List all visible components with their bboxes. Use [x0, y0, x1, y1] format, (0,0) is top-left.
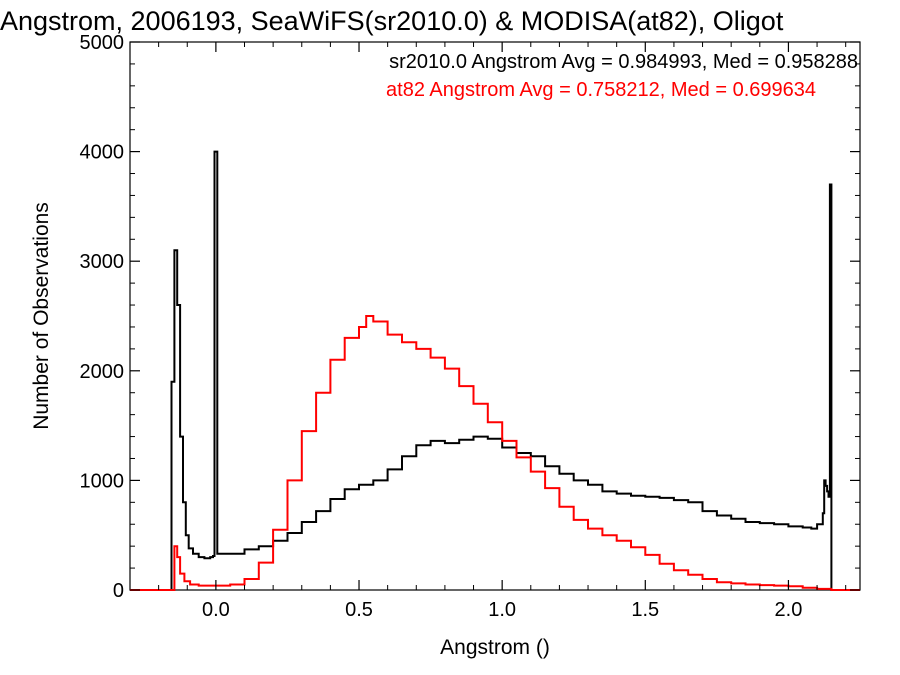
y-axis-label: Number of Observations: [30, 202, 53, 430]
y-tick-label: 3000: [80, 251, 125, 273]
x-tick-label: 0.5: [345, 599, 373, 621]
series-line-0: [130, 150, 860, 591]
y-tick-label: 0: [113, 580, 124, 602]
x-tick-label: 1.5: [631, 599, 659, 621]
y-axis-ticks: 0 1000 2000 3000 4000 5000: [80, 32, 860, 602]
x-tick-label: 1.0: [488, 599, 516, 621]
x-axis-ticks: 0.0 0.5 1.0 1.5 2.0: [158, 42, 847, 621]
legend-entry-at82: at82 Angstrom Avg = 0.758212, Med = 0.69…: [386, 79, 816, 101]
y-tick-label: 4000: [80, 142, 125, 164]
y-tick-label: 5000: [80, 32, 125, 54]
y-tick-label: 1000: [80, 470, 125, 492]
x-tick-label: 0.0: [202, 599, 230, 621]
chart-title: Angstrom, 2006193, SeaWiFS(sr2010.0) & M…: [0, 6, 784, 36]
series-line-1: [130, 315, 860, 591]
x-axis-label: Angstrom (): [440, 636, 550, 659]
plot-frame: [129, 41, 861, 591]
legend-entry-sr2010: sr2010.0 Angstrom Avg = 0.984993, Med = …: [389, 51, 858, 73]
x-tick-label: 2.0: [775, 599, 803, 621]
plot-area: [129, 41, 861, 591]
y-tick-label: 2000: [80, 361, 125, 383]
series-layer: [130, 150, 860, 591]
